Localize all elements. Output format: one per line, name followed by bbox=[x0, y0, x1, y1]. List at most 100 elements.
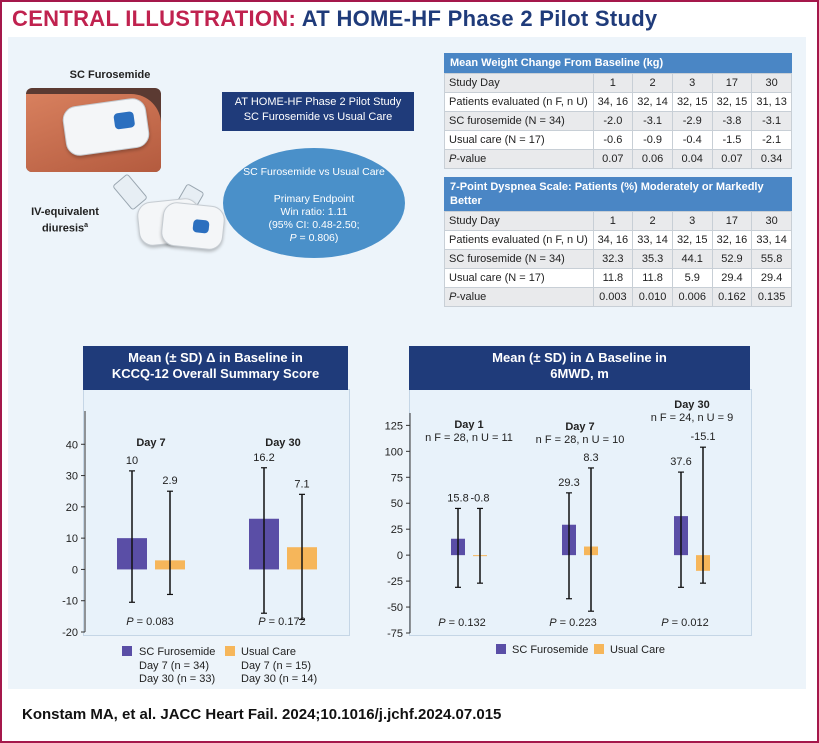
weight-table-cell: Patients evaluated (n F, n U) bbox=[444, 92, 594, 112]
mwd-legend-sc-swatch bbox=[496, 644, 506, 654]
weight-table-cell: 0.07 bbox=[592, 149, 634, 169]
weight-table-cell: -2.1 bbox=[751, 130, 792, 150]
mwd-p-value: P = 0.012 bbox=[661, 617, 708, 629]
ellipse-body: Primary Endpoint Win ratio: 1.11 (95% CI… bbox=[223, 193, 405, 245]
ellipse-line1: Primary Endpoint bbox=[273, 193, 355, 205]
mwd-y-tick-label: 0 bbox=[397, 550, 403, 562]
mwd-group-sublabel: n F = 24, n U = 9 bbox=[651, 412, 734, 424]
kccq-title-line2: KCCQ-12 Overall Summary Score bbox=[111, 366, 320, 381]
kccq-y-tick-label: 30 bbox=[66, 471, 78, 483]
dyspnea-table-row: Patients evaluated (n F, n U) 34, 16 33, 1… bbox=[444, 230, 792, 250]
ellipse-title: SC Furosemide vs Usual Care bbox=[243, 166, 385, 178]
kccq-group-label: Day 30 bbox=[265, 437, 300, 449]
mwd-value-label: -15.1 bbox=[690, 431, 715, 443]
kccq-value-label: 16.2 bbox=[253, 452, 274, 464]
dyspnea-table-cell: 0.006 bbox=[671, 287, 713, 307]
weight-table-cell: -0.6 bbox=[592, 130, 634, 150]
kccq-legend-uc-swatch bbox=[225, 646, 235, 656]
weight-table-cell: 2 bbox=[632, 73, 673, 93]
mwd-group-label: Day 30 bbox=[674, 399, 709, 411]
primary-endpoint-ellipse: SC Furosemide vs Usual Care Primary Endp… bbox=[223, 148, 405, 258]
dyspnea-table-row: P-value 0.003 0.010 0.006 0.162 0.135 bbox=[444, 287, 792, 307]
ellipse-line2: Win ratio: 1.11 bbox=[280, 206, 348, 218]
mwd-value-label: 29.3 bbox=[558, 477, 579, 489]
mwd-group-label: Day 1 bbox=[454, 419, 483, 431]
mwd-value-label: -0.8 bbox=[471, 492, 490, 504]
dyspnea-table-cell: 0.010 bbox=[632, 287, 673, 307]
kccq-value-label: 2.9 bbox=[162, 475, 177, 487]
weight-table-cell: 1 bbox=[592, 73, 634, 93]
sc-device-photo bbox=[26, 88, 161, 172]
weight-table-cell: 0.07 bbox=[711, 149, 753, 169]
kccq-legend-uc-n2: Day 30 (n = 14) bbox=[241, 673, 317, 685]
mwd-group-sublabel: n F = 28, n U = 10 bbox=[536, 434, 625, 446]
dyspnea-table-cell: 33, 14 bbox=[632, 230, 673, 250]
dyspnea-table-title: 7-Point Dyspnea Scale: Patients (%) Mode… bbox=[444, 177, 792, 211]
mwd-group-sublabel: n F = 28, n U = 11 bbox=[425, 432, 513, 444]
dyspnea-table-cell: SC furosemide (N = 34) bbox=[444, 249, 594, 269]
dyspnea-table-cell: 0.135 bbox=[751, 287, 792, 307]
study-design-box: AT HOME-HF Phase 2 Pilot Study SC Furose… bbox=[222, 92, 414, 131]
kccq-value-label: 7.1 bbox=[294, 478, 309, 490]
mwd-y-tick-label: 50 bbox=[391, 498, 403, 510]
weight-table-title: Mean Weight Change From Baseline (kg) bbox=[444, 53, 792, 73]
dyspnea-table-cell: 0.162 bbox=[711, 287, 753, 307]
iv-diuresis-label: IV-equivalent diuresisa bbox=[20, 205, 110, 236]
study-box-line2: SC Furosemide vs Usual Care bbox=[243, 111, 393, 123]
weight-table-row: Study Day 1 2 3 17 30 bbox=[444, 73, 792, 93]
kccq-title-line1: Mean (± SD) Δ in Baseline in bbox=[128, 350, 303, 365]
kccq-y-tick-label: 10 bbox=[66, 533, 78, 545]
dyspnea-table-cell: 32, 15 bbox=[671, 230, 713, 250]
weight-table-cell: 3 bbox=[671, 73, 713, 93]
figure-title: CENTRAL ILLUSTRATION: AT HOME-HF Phase 2… bbox=[12, 6, 657, 32]
mwd-y-tick-label: -75 bbox=[387, 628, 403, 640]
kccq-group-label: Day 7 bbox=[136, 437, 165, 449]
mwd-y-tick-label: -25 bbox=[387, 576, 403, 588]
6mwd-title-line1: Mean (± SD) in Δ Baseline in bbox=[492, 350, 667, 365]
dyspnea-table-cell: Study Day bbox=[444, 211, 594, 231]
sc-furosemide-label: SC Furosemide bbox=[69, 69, 151, 81]
weight-table-grid: Study Day 1 2 3 17 30 Patients evaluated (n F,… bbox=[444, 73, 792, 169]
weight-table-cell: 0.04 bbox=[671, 149, 713, 169]
kccq-legend-sc-swatch bbox=[122, 646, 132, 656]
kccq-value-label: 10 bbox=[126, 455, 138, 467]
kccq-legend-uc-n1: Day 7 (n = 15) bbox=[241, 660, 311, 672]
dyspnea-table: 7-Point Dyspnea Scale: Patients (%) Mode… bbox=[444, 177, 792, 307]
mwd-legend-uc-swatch bbox=[594, 644, 604, 654]
citation: Konstam MA, et al. JACC Heart Fail. 2024… bbox=[22, 706, 502, 723]
dyspnea-table-cell: Usual care (N = 17) bbox=[444, 268, 594, 288]
dyspnea-table-cell: 11.8 bbox=[592, 268, 634, 288]
weight-table-row: P-value 0.07 0.06 0.04 0.07 0.34 bbox=[444, 149, 792, 169]
weight-table-cell: 31, 13 bbox=[751, 92, 792, 112]
mwd-y-tick-label: -50 bbox=[387, 602, 403, 614]
dyspnea-table-cell: 3 bbox=[671, 211, 713, 231]
dyspnea-table-cell: Patients evaluated (n F, n U) bbox=[444, 230, 594, 250]
6mwd-chart-panel bbox=[409, 389, 752, 636]
dyspnea-table-cell: 30 bbox=[751, 211, 792, 231]
mwd-p-value: P = 0.132 bbox=[438, 617, 485, 629]
iv-label-line1: IV-equivalent bbox=[31, 206, 99, 218]
iv-label-sup: a bbox=[84, 222, 89, 229]
kccq-y-tick-label: 20 bbox=[66, 502, 78, 514]
weight-change-table: Mean Weight Change From Baseline (kg) St… bbox=[444, 53, 792, 169]
mwd-legend-uc-label: Usual Care bbox=[610, 644, 665, 656]
mwd-value-label: 8.3 bbox=[583, 452, 598, 464]
dyspnea-table-row: SC furosemide (N = 34) 32.3 35.3 44.1 52.9 55… bbox=[444, 249, 792, 269]
weight-table-cell: P-value bbox=[444, 149, 594, 169]
dyspnea-table-row: Study Day 1 2 3 17 30 bbox=[444, 211, 792, 231]
mwd-y-tick-label: 125 bbox=[385, 420, 403, 432]
mwd-p-value: P = 0.223 bbox=[549, 617, 596, 629]
kccq-p-value: P = 0.172 bbox=[258, 616, 305, 628]
dyspnea-table-grid: Study Day 1 2 3 17 30 Patients evaluated (n F,… bbox=[444, 211, 792, 307]
kccq-chart-panel bbox=[83, 389, 350, 636]
weight-table-cell: -3.1 bbox=[751, 111, 792, 131]
weight-table-cell: Study Day bbox=[444, 73, 594, 93]
6mwd-title-line2: 6MWD, m bbox=[550, 366, 609, 381]
mwd-legend-sc-label: SC Furosemide bbox=[512, 644, 588, 656]
kccq-chart-header: Mean (± SD) Δ in Baseline in KCCQ-12 Ove… bbox=[83, 346, 348, 390]
ellipse-p-label: P bbox=[289, 232, 297, 244]
mwd-y-tick-label: 100 bbox=[385, 446, 403, 458]
title-main: AT HOME-HF Phase 2 Pilot Study bbox=[301, 6, 658, 31]
kccq-y-tick-label: -10 bbox=[62, 596, 78, 608]
